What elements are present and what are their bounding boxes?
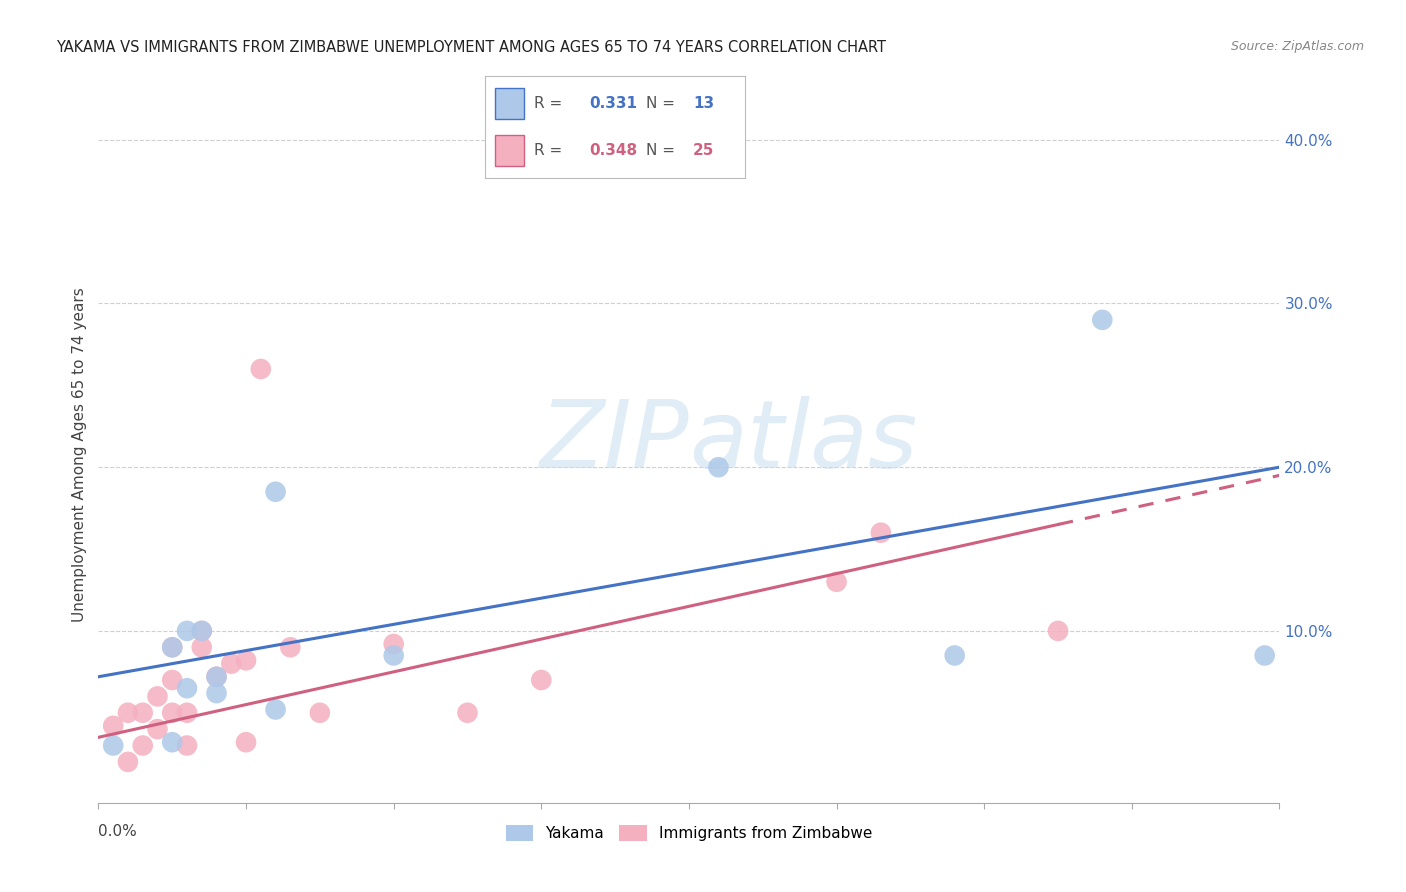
Point bbox=[191, 640, 214, 655]
Point bbox=[309, 706, 332, 720]
Point bbox=[117, 706, 139, 720]
Point bbox=[382, 648, 405, 663]
Point bbox=[235, 735, 257, 749]
Point bbox=[264, 702, 287, 716]
FancyBboxPatch shape bbox=[495, 88, 524, 119]
Text: 0.348: 0.348 bbox=[589, 144, 637, 158]
Text: 0.0%: 0.0% bbox=[98, 823, 138, 838]
Point bbox=[250, 362, 273, 376]
Point bbox=[132, 739, 155, 753]
Point bbox=[103, 719, 125, 733]
Text: R =: R = bbox=[534, 96, 568, 111]
Text: N =: N = bbox=[647, 96, 681, 111]
Point bbox=[162, 735, 183, 749]
Text: atlas: atlas bbox=[689, 395, 917, 486]
Point bbox=[221, 657, 243, 671]
Point bbox=[146, 690, 169, 704]
Text: Source: ZipAtlas.com: Source: ZipAtlas.com bbox=[1230, 40, 1364, 54]
Text: 0.331: 0.331 bbox=[589, 96, 637, 111]
Point bbox=[943, 648, 966, 663]
Point bbox=[264, 484, 287, 499]
Text: ZIP: ZIP bbox=[540, 395, 689, 486]
Y-axis label: Unemployment Among Ages 65 to 74 years: Unemployment Among Ages 65 to 74 years bbox=[72, 287, 87, 623]
Text: YAKAMA VS IMMIGRANTS FROM ZIMBABWE UNEMPLOYMENT AMONG AGES 65 TO 74 YEARS CORREL: YAKAMA VS IMMIGRANTS FROM ZIMBABWE UNEMP… bbox=[56, 40, 886, 55]
FancyBboxPatch shape bbox=[495, 136, 524, 166]
Point bbox=[162, 673, 183, 687]
Point bbox=[176, 739, 198, 753]
Point bbox=[1046, 624, 1070, 638]
Point bbox=[205, 670, 228, 684]
Point bbox=[162, 706, 183, 720]
Text: 25: 25 bbox=[693, 144, 714, 158]
Point bbox=[132, 706, 155, 720]
Text: R =: R = bbox=[534, 144, 568, 158]
Point bbox=[162, 640, 183, 655]
Point bbox=[146, 722, 169, 736]
Point bbox=[103, 739, 125, 753]
Text: N =: N = bbox=[647, 144, 681, 158]
Point bbox=[176, 624, 198, 638]
Point bbox=[1254, 648, 1277, 663]
Point bbox=[382, 637, 405, 651]
Point bbox=[870, 525, 893, 540]
Point bbox=[162, 640, 183, 655]
Point bbox=[205, 670, 228, 684]
Point bbox=[825, 574, 848, 589]
Point bbox=[117, 755, 139, 769]
Point bbox=[191, 624, 214, 638]
Point bbox=[176, 681, 198, 696]
Point bbox=[205, 686, 228, 700]
Point bbox=[1091, 313, 1114, 327]
Point bbox=[530, 673, 553, 687]
Point bbox=[457, 706, 479, 720]
Text: 13: 13 bbox=[693, 96, 714, 111]
Legend: Yakama, Immigrants from Zimbabwe: Yakama, Immigrants from Zimbabwe bbox=[499, 819, 879, 847]
Point bbox=[176, 706, 198, 720]
Point bbox=[280, 640, 302, 655]
Point bbox=[235, 653, 257, 667]
Point bbox=[707, 460, 730, 475]
Point bbox=[191, 624, 214, 638]
